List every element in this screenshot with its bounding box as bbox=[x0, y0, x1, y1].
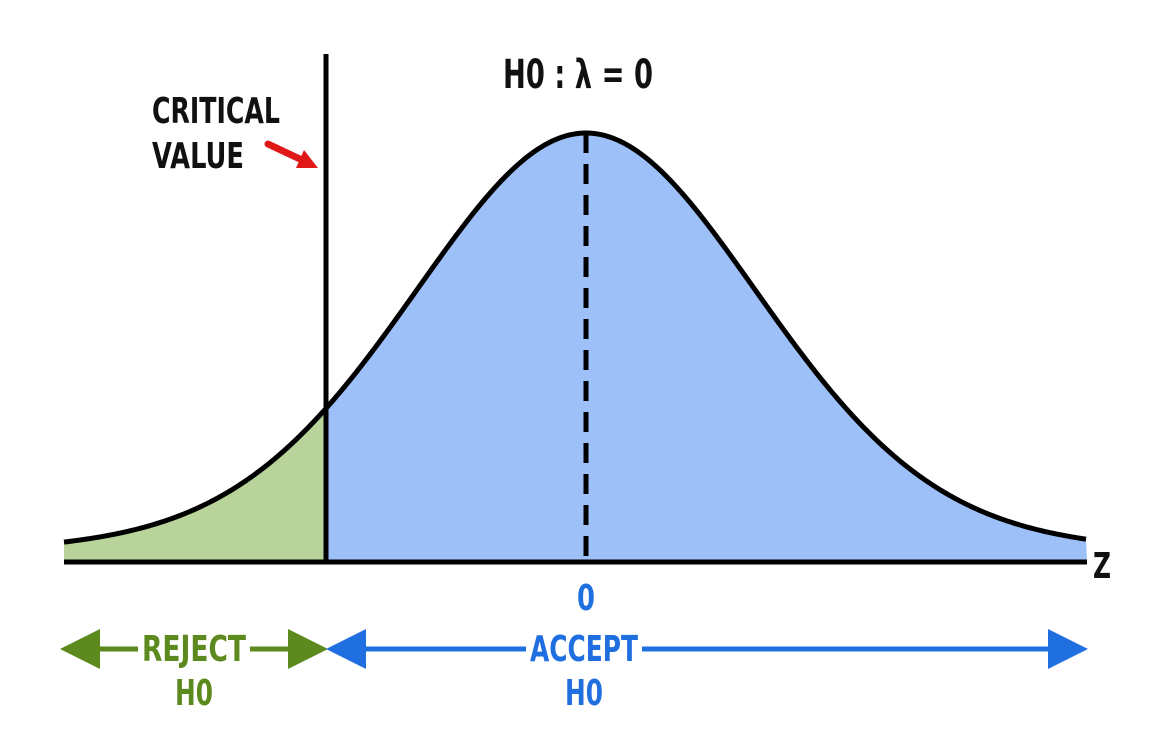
reject-label-line2: H0 bbox=[175, 673, 213, 714]
critical-value-label-line2: VALUE bbox=[152, 136, 244, 177]
z-axis-label: Z bbox=[1093, 546, 1111, 587]
center-tick-label: 0 bbox=[577, 578, 595, 619]
critical-value-arrow-icon bbox=[264, 140, 318, 168]
reject-region-fill bbox=[64, 408, 326, 562]
reject-label-line1: REJECT bbox=[142, 629, 246, 670]
accept-label-line1: ACCEPT bbox=[530, 629, 638, 670]
hypothesis-label: H0 : λ = 0 bbox=[503, 52, 653, 98]
bell-curve bbox=[63, 130, 1087, 545]
accept-region-fill bbox=[326, 133, 1087, 562]
critical-value-label-line1: CRITICAL bbox=[152, 91, 280, 132]
accept-label-line2: H0 bbox=[565, 673, 603, 714]
